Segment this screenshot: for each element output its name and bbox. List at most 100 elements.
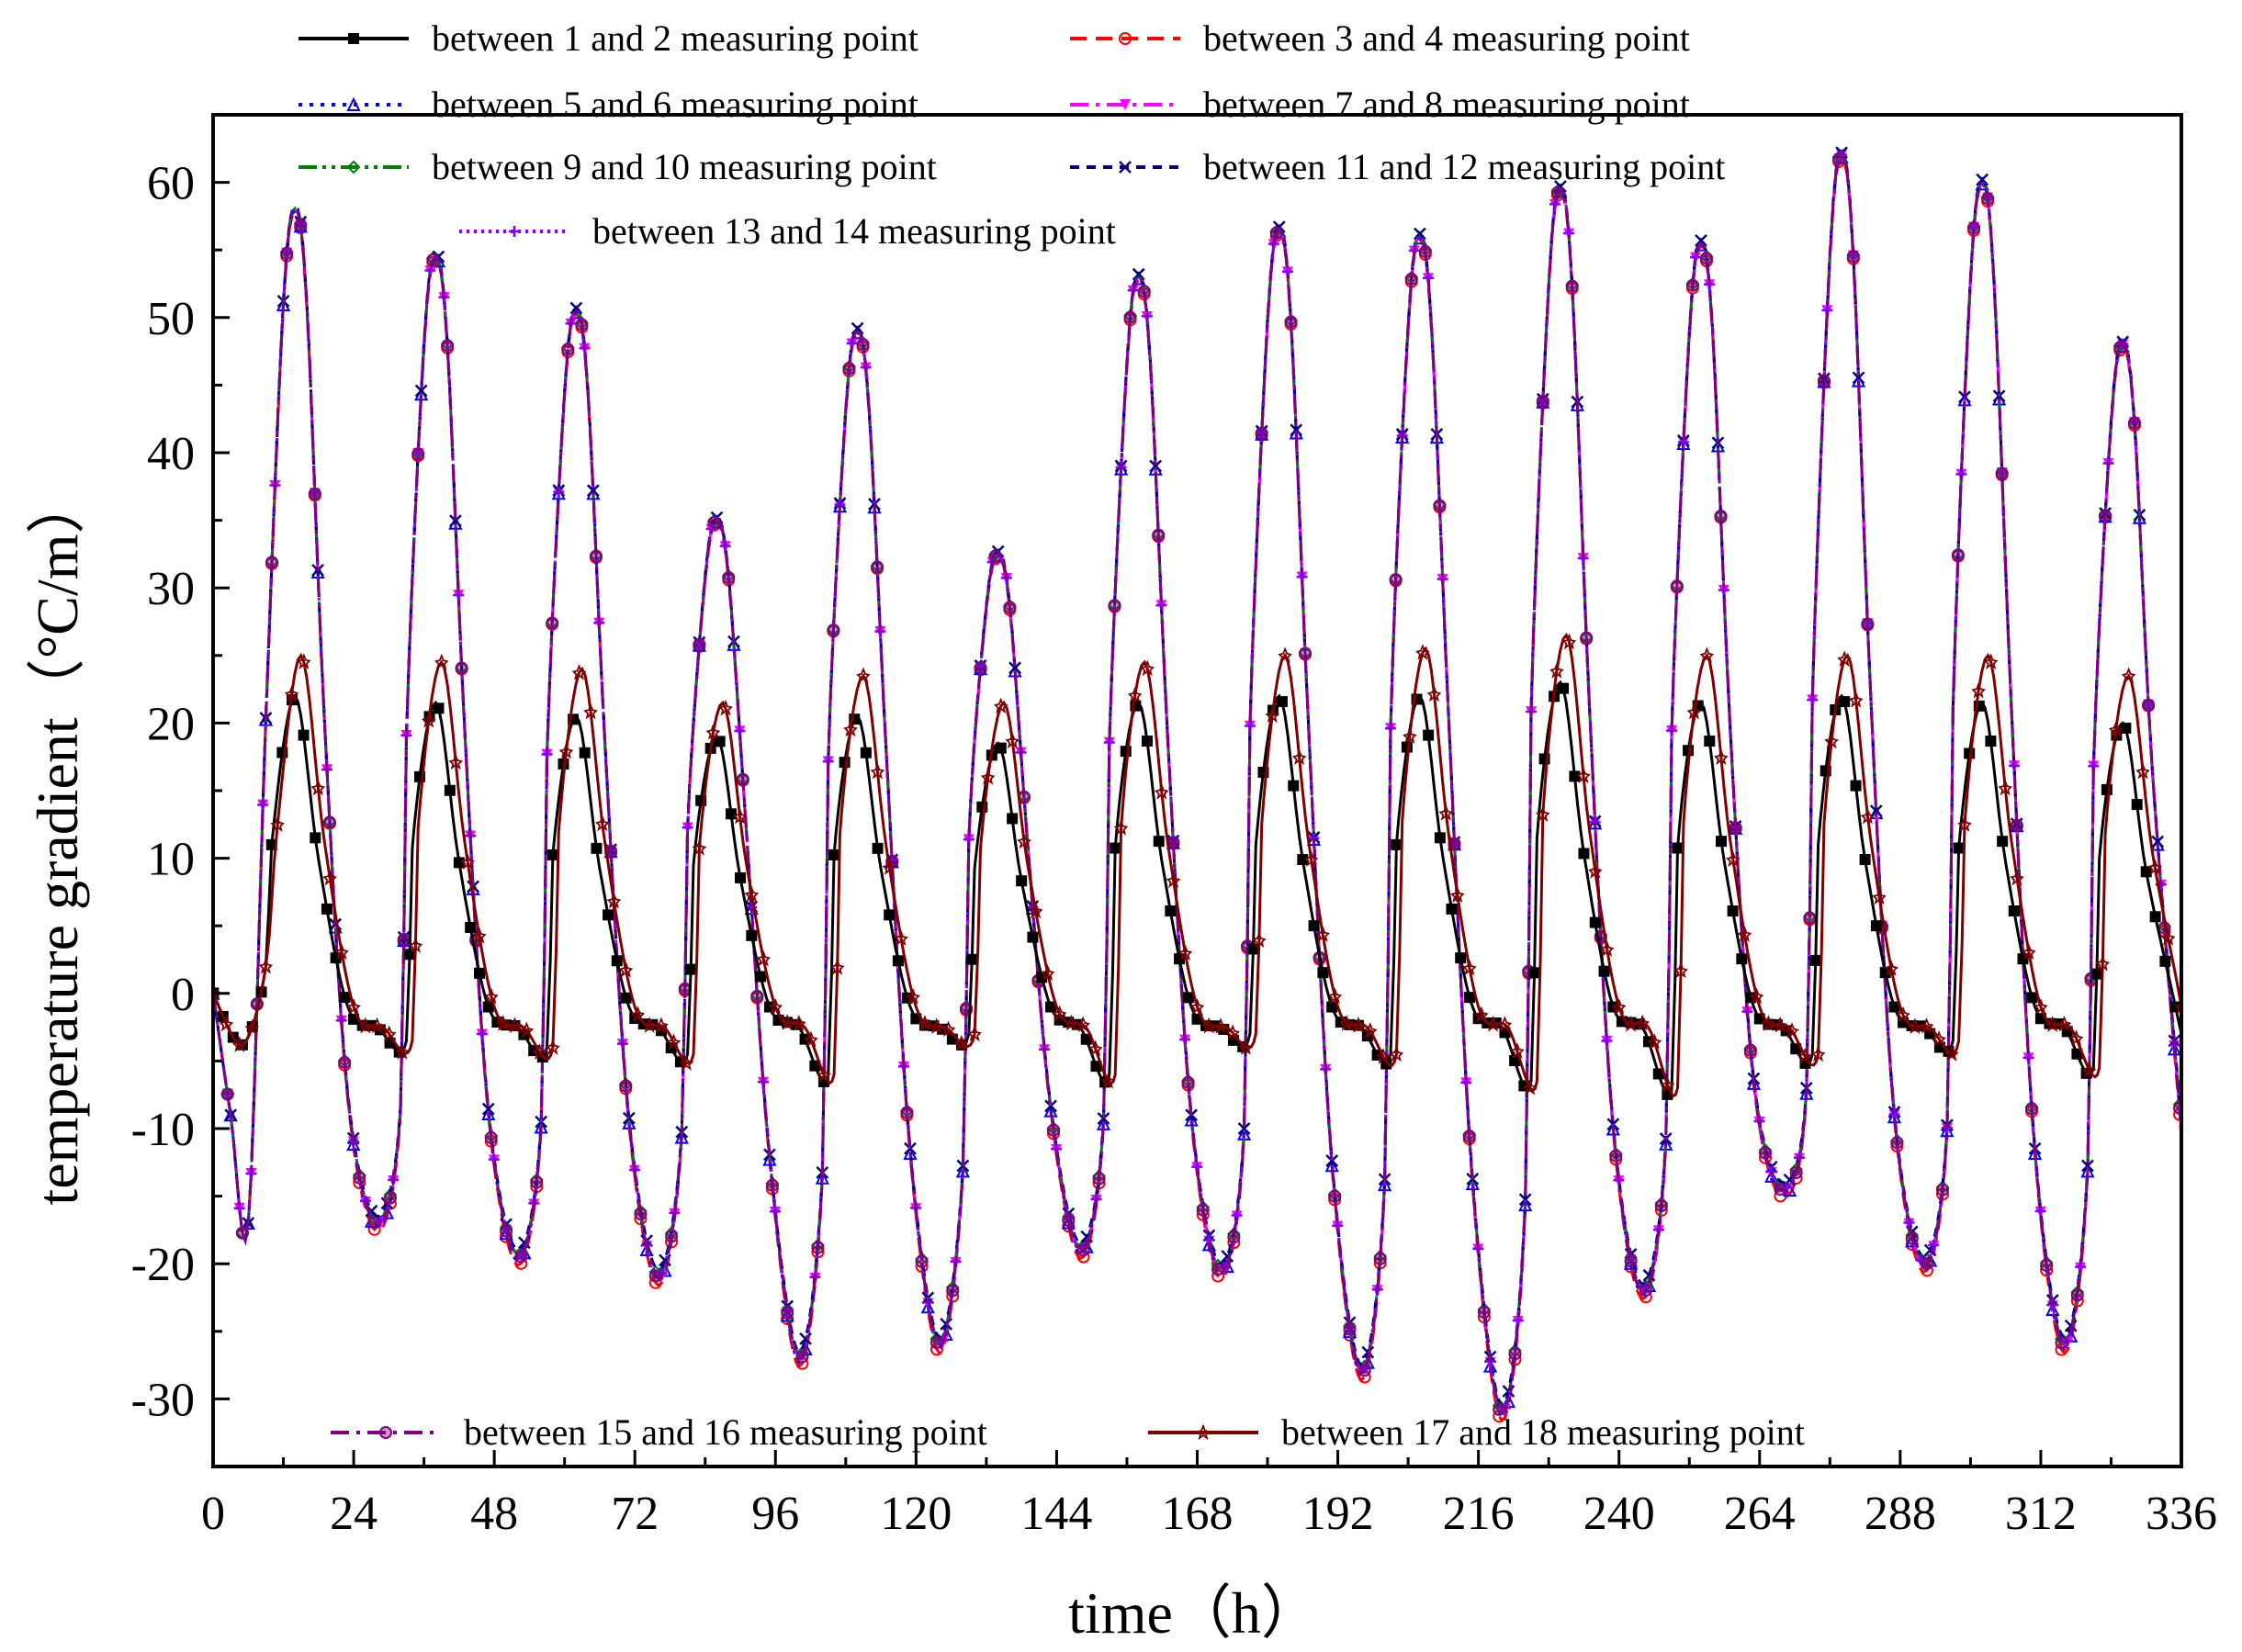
series-1-marker bbox=[1182, 992, 1194, 1004]
series-8-marker bbox=[1890, 1136, 1904, 1150]
series-9-marker bbox=[1291, 748, 1307, 766]
series-9-marker bbox=[270, 815, 285, 833]
series-9-marker bbox=[2095, 954, 2111, 972]
series-9-marker bbox=[692, 839, 707, 856]
series-3-marker bbox=[2045, 1301, 2060, 1316]
series-1-marker bbox=[872, 842, 884, 854]
series-9-marker bbox=[817, 1066, 831, 1083]
series-1-marker bbox=[725, 808, 737, 820]
series-8-marker bbox=[1565, 279, 1579, 293]
series-9-marker bbox=[1522, 1078, 1538, 1096]
series-6-marker bbox=[1711, 436, 1725, 450]
series-6-marker bbox=[586, 484, 600, 498]
series-1-marker bbox=[2149, 911, 2161, 923]
series-9-marker bbox=[1699, 646, 1715, 664]
series-8-marker bbox=[220, 1087, 234, 1101]
series-8-marker bbox=[2099, 509, 2112, 523]
x-tick-label: 192 bbox=[1302, 1488, 1374, 1540]
series-9-marker bbox=[1824, 732, 1839, 749]
legend-entry-3: between 5 and 6 measuring point bbox=[299, 84, 918, 125]
series-8-marker bbox=[1433, 499, 1447, 512]
series-1-marker bbox=[1870, 920, 1882, 932]
series-9-marker bbox=[1303, 850, 1319, 868]
series-9-marker bbox=[1339, 1015, 1354, 1031]
series-9-marker bbox=[718, 699, 733, 716]
series-1-marker bbox=[746, 929, 758, 941]
series-9-marker bbox=[1052, 1005, 1067, 1022]
series-9-marker bbox=[460, 853, 475, 871]
series-8-marker bbox=[514, 1250, 528, 1264]
series-8-marker bbox=[294, 219, 308, 232]
series-8-marker bbox=[2025, 1102, 2039, 1116]
series-8-marker bbox=[455, 661, 468, 675]
series-6-marker bbox=[414, 384, 428, 398]
series-9-marker bbox=[792, 1015, 806, 1031]
x-tick-label: 264 bbox=[1724, 1488, 1796, 1540]
series-9-marker bbox=[1896, 1006, 1910, 1023]
series-9-marker bbox=[2135, 762, 2150, 780]
series-8-marker bbox=[1967, 221, 1981, 235]
legend-8-marker bbox=[379, 1426, 392, 1439]
series-1-marker bbox=[735, 871, 747, 883]
series-9-marker bbox=[583, 702, 598, 720]
legend-label: between 15 and 16 measuring point bbox=[464, 1411, 987, 1453]
series-1-marker bbox=[1589, 916, 1601, 928]
series-9-marker bbox=[546, 1039, 560, 1055]
series-1-marker bbox=[1276, 696, 1288, 708]
legend-entry-8: between 15 and 16 measuring point bbox=[331, 1411, 987, 1453]
series-9-marker bbox=[1561, 633, 1577, 650]
series-1-marker bbox=[1045, 1001, 1057, 1013]
series-9-marker bbox=[993, 697, 1008, 714]
series-9-marker bbox=[882, 859, 897, 875]
series-6-marker bbox=[1008, 661, 1021, 675]
series-8-marker bbox=[383, 1191, 397, 1205]
series-8-marker bbox=[397, 933, 411, 947]
series-8-marker bbox=[1536, 394, 1549, 408]
series-8-marker bbox=[1995, 466, 2009, 480]
series-1-marker bbox=[298, 729, 310, 741]
series-8-marker bbox=[1685, 278, 1699, 292]
series-8-marker bbox=[353, 1171, 366, 1185]
series-1-marker bbox=[2008, 905, 2020, 917]
series-9-marker bbox=[2174, 998, 2181, 1015]
series-9-marker bbox=[595, 815, 610, 832]
series-9-marker bbox=[507, 1017, 523, 1034]
series-8-marker bbox=[946, 1284, 960, 1298]
series-1-marker bbox=[1569, 770, 1581, 782]
series-9-marker bbox=[1327, 987, 1343, 1005]
series-9-marker bbox=[618, 961, 634, 978]
series-8-marker bbox=[575, 318, 589, 332]
series-6-marker bbox=[1818, 372, 1831, 386]
series-1-marker bbox=[1888, 1001, 1900, 1013]
y-tick-label: 10 bbox=[147, 834, 195, 886]
series-9-marker bbox=[434, 653, 449, 670]
series-9-marker bbox=[1064, 1014, 1079, 1031]
series-1-marker bbox=[1672, 842, 1684, 854]
series-8-marker bbox=[1981, 192, 1995, 206]
series-8-marker bbox=[856, 338, 870, 352]
series-1-marker bbox=[1090, 1061, 1102, 1073]
series-9-marker bbox=[679, 1054, 694, 1071]
series-9-marker bbox=[756, 950, 771, 967]
x-tick-label: 216 bbox=[1443, 1488, 1515, 1540]
series-8-marker bbox=[1477, 1306, 1491, 1320]
series-9-marker bbox=[1474, 1006, 1489, 1023]
series-9-marker bbox=[1351, 1016, 1366, 1033]
series-9-marker bbox=[1673, 961, 1688, 979]
series-8-marker bbox=[648, 1269, 662, 1283]
series-9-marker bbox=[1983, 653, 1999, 670]
series-6-marker bbox=[659, 1253, 671, 1267]
legend-label: between 5 and 6 measuring point bbox=[432, 84, 918, 125]
series-6-marker bbox=[1325, 1154, 1339, 1167]
series-layer bbox=[213, 146, 2181, 1423]
series-9-marker bbox=[1213, 1017, 1228, 1034]
series-1-marker bbox=[685, 963, 697, 975]
series-9-marker bbox=[358, 1017, 373, 1034]
series-9-marker bbox=[1635, 1014, 1650, 1031]
series-9-marker bbox=[894, 929, 908, 947]
series-8-marker bbox=[426, 253, 440, 266]
series-8-marker bbox=[1861, 617, 1875, 631]
series-1-marker bbox=[1247, 943, 1259, 955]
series-8-marker bbox=[2127, 416, 2141, 430]
